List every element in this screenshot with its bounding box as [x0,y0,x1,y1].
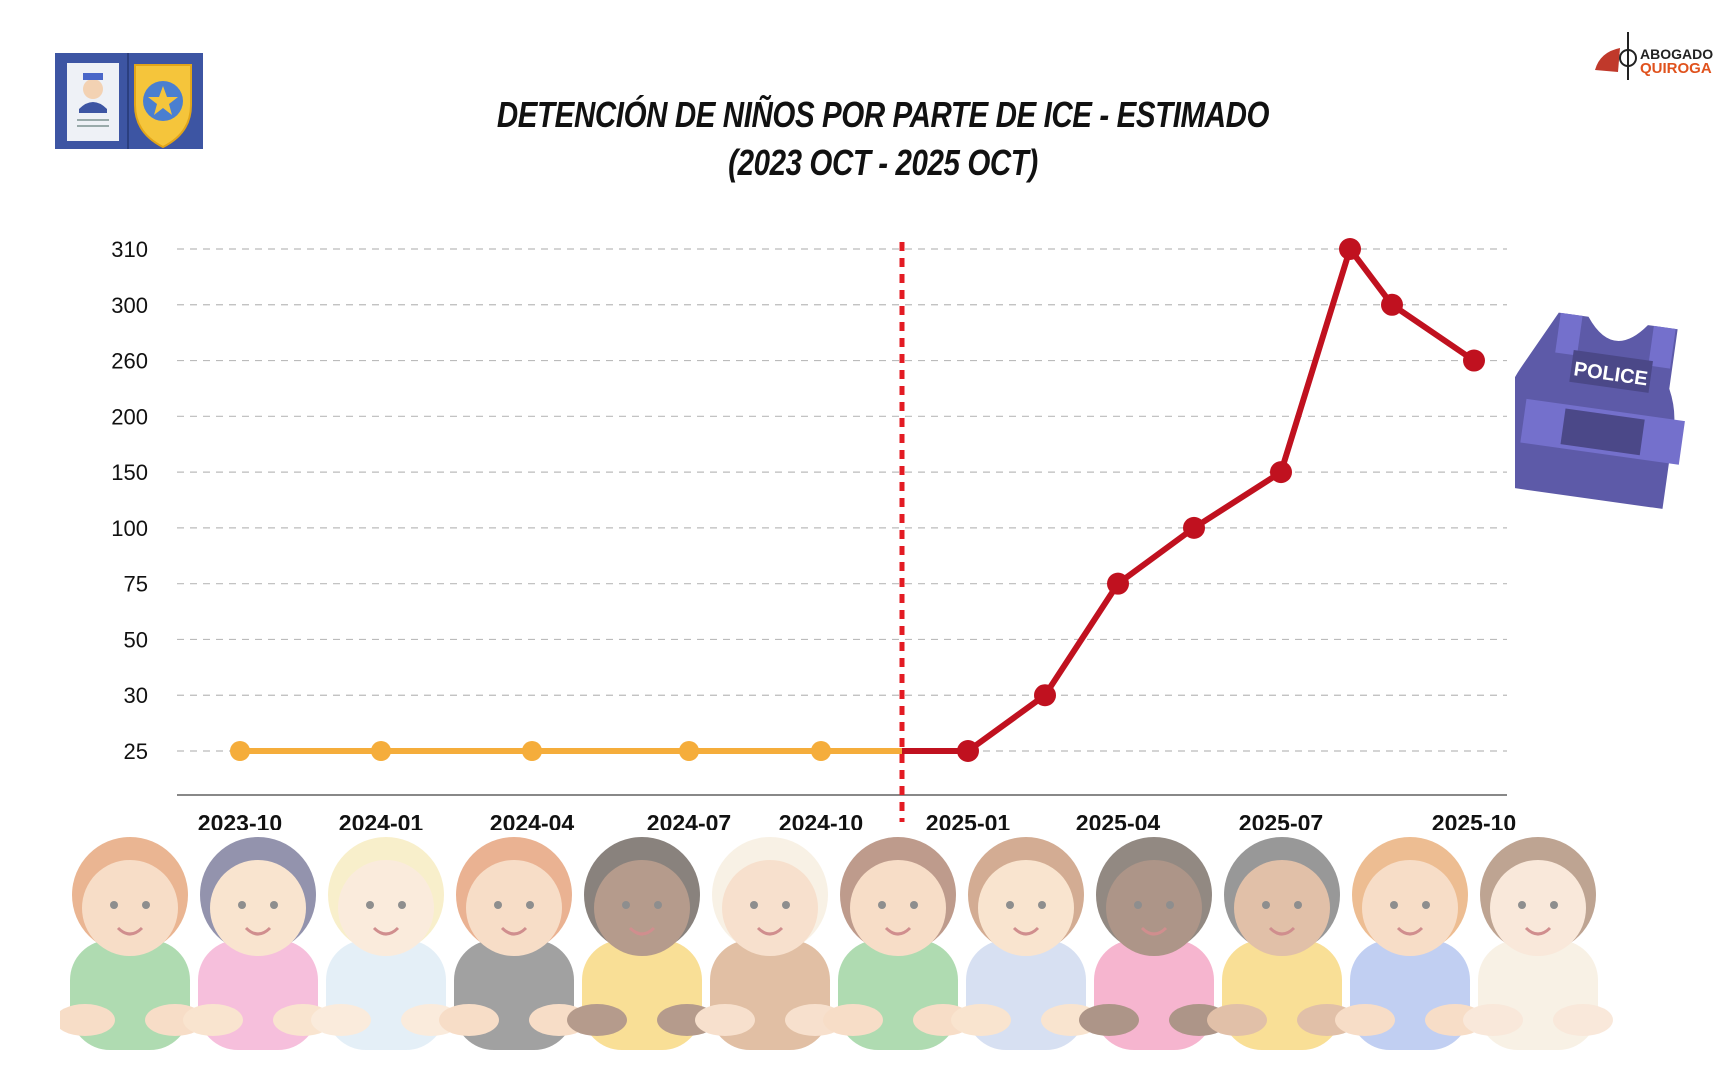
data-point-after [1381,293,1403,316]
x-tick-label: 2024-04 [490,810,575,830]
children-illustration [60,837,1613,1050]
logo-line2: QUIROGA [1640,60,1712,77]
child-figure [1335,837,1485,1050]
data-point-before [230,741,250,761]
y-tick-label: 75 [124,572,148,597]
police-id-badge-icon [55,53,203,149]
data-point-before [371,741,391,761]
child-figure [183,837,333,1050]
x-tick-label: 2024-07 [647,810,731,830]
y-tick-label: 200 [111,404,148,429]
child-figure [695,837,845,1050]
data-point-before [679,741,699,761]
y-tick-label: 310 [111,237,148,262]
logo-mark-icon [1595,32,1637,80]
police-vest-icon: POLICE [1515,312,1685,509]
chart-title: DETENCIÓN DE NIÑOS POR PARTE DE ICE - ES… [496,94,1270,135]
x-tick-label: 2024-01 [339,810,424,830]
y-tick-label: 100 [111,516,148,541]
y-tick-label: 50 [124,627,148,652]
data-point-before [522,741,542,761]
abogado-quiroga-logo: ABOGADO QUIROGA [1590,32,1720,82]
child-figure [311,837,461,1050]
child-figure [951,837,1101,1050]
data-point-after [1034,684,1056,707]
child-figure [823,837,973,1050]
child-figure [567,837,717,1050]
y-tick-label: 30 [124,683,148,708]
child-figure [60,837,205,1050]
y-tick-label: 150 [111,460,148,485]
x-tick-label: 2024-10 [779,810,863,830]
logo-line1: ABOGADO [1640,46,1714,62]
child-figure [1463,837,1613,1050]
x-tick-label: 2025-10 [1432,810,1516,830]
x-tick-label: 2023-10 [198,810,282,830]
data-point-after [1270,461,1292,484]
series-line-after [902,246,1476,754]
child-figure [1079,837,1229,1050]
line-chart: 25 30 50 75 100 150 200 260 300 310 2023-10 2024-01… [111,237,1516,830]
y-tick-label: 25 [124,739,148,764]
child-figure [1207,837,1357,1050]
data-point-after [957,740,979,762]
data-point-before [811,741,831,761]
x-tick-label: 2025-04 [1076,810,1161,830]
chart-subtitle: (2023 OCT - 2025 OCT) [728,142,1038,183]
data-point-after [1463,349,1485,372]
data-point-after [1183,516,1205,539]
child-figure [439,837,589,1050]
data-point-after [1107,572,1129,595]
data-point-after [1339,238,1361,260]
y-tick-label: 300 [111,293,148,318]
x-tick-label: 2025-07 [1239,810,1323,830]
y-tick-label: 260 [111,349,148,374]
x-tick-label: 2025-01 [926,810,1011,830]
